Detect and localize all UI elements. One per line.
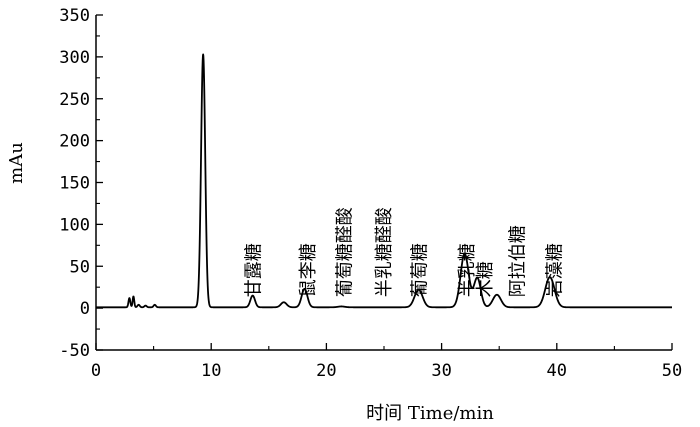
y-tick-label: 150	[59, 174, 90, 194]
x-tick-label: 50	[662, 361, 682, 381]
line-layer	[95, 53, 673, 309]
x-tick-label: 20	[316, 361, 336, 381]
peak-label: 半乳糖	[457, 243, 478, 297]
chromatogram-line	[95, 53, 673, 309]
peak-label: 葡萄糖醛酸	[335, 207, 356, 297]
y-tick-label: 250	[59, 90, 90, 110]
peak-label: 阿拉伯糖	[508, 225, 529, 297]
y-tick-label: 100	[59, 215, 90, 235]
y-axis-label: mAu	[6, 142, 27, 184]
y-tick-label: -50	[59, 341, 90, 361]
x-tick-label: 40	[547, 361, 567, 381]
peak-label: 木糖	[475, 261, 496, 297]
y-tick-label: 300	[59, 48, 90, 68]
peak-label: 甘露糖	[244, 243, 265, 297]
y-tick-label: 200	[59, 132, 90, 152]
y-tick-label: 50	[70, 257, 90, 277]
peak-label: 葡萄糖	[410, 243, 431, 297]
x-axis-label: 时间 Time/min	[366, 403, 494, 424]
x-tick-label: 30	[431, 361, 451, 381]
x-tick-label: 10	[201, 361, 221, 381]
peak-label: 半乳糖醛酸	[374, 207, 395, 297]
peak-label: 岩藻糖	[544, 243, 565, 297]
y-tick-label: 350	[59, 6, 90, 26]
peak-label: 鼠李糖	[298, 243, 319, 297]
y-tick-label: 0	[80, 299, 90, 319]
x-tick-label: 0	[91, 361, 101, 381]
